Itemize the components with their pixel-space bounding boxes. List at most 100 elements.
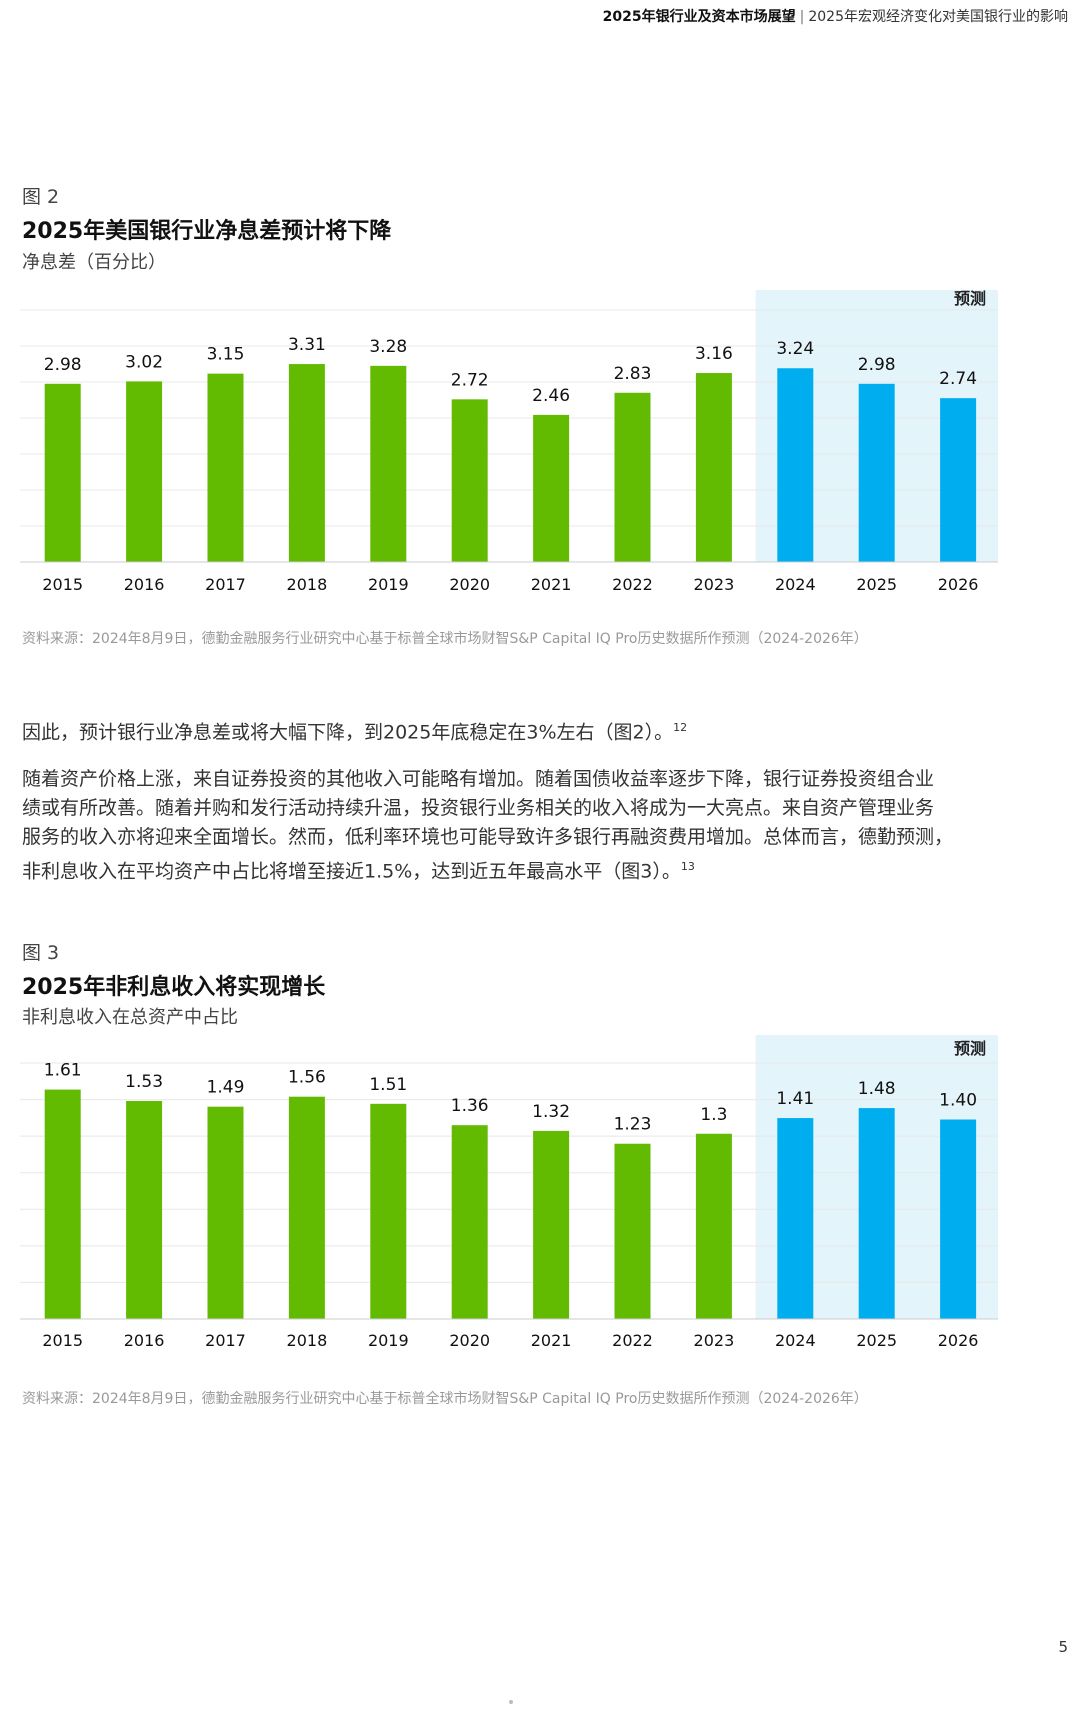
x-tick-2024: 2024 — [775, 575, 816, 594]
value-label-2016: 3.02 — [125, 352, 163, 372]
figure3-label: 图 3 — [22, 942, 60, 964]
x-tick-2023: 2023 — [694, 1331, 735, 1350]
x-tick-2025: 2025 — [856, 1331, 897, 1350]
paragraph-2-line-2: 绩或有所改善。随着并购和发行活动持续升温，投资银行业务相关的收入将成为一大亮点。… — [22, 797, 935, 819]
value-label-2024: 3.24 — [776, 339, 814, 359]
bar-2024 — [777, 368, 814, 562]
page-header: 2025年银行业及资本市场展望 | 2025年宏观经济变化对美国银行业的影响 — [603, 6, 1068, 26]
figure3-chart: 预测 1.61 2015 1.53 2016 1.49 2017 1.56 2018 1.51 20… — [0, 1035, 1080, 1365]
forecast-label: 预测 — [954, 1039, 986, 1058]
value-label-2017: 3.15 — [207, 345, 245, 365]
bar-2026 — [940, 1119, 977, 1319]
x-tick-2015: 2015 — [42, 1331, 83, 1350]
value-label-2022: 2.83 — [614, 364, 652, 384]
value-label-2026: 1.40 — [939, 1091, 977, 1111]
bar-2022 — [614, 1143, 651, 1319]
header-separator: | — [799, 9, 805, 25]
x-tick-2022: 2022 — [612, 575, 653, 594]
x-tick-2024: 2024 — [775, 1331, 816, 1350]
value-label-2021: 2.46 — [532, 386, 570, 406]
footnote-13: 13 — [680, 860, 695, 873]
footnote-12: 12 — [673, 721, 688, 734]
bar-2023 — [695, 1133, 732, 1319]
bar-2017 — [207, 1106, 244, 1319]
forecast-label: 预测 — [954, 290, 986, 308]
bar-2021 — [533, 414, 570, 562]
x-tick-2016: 2016 — [124, 1331, 165, 1350]
x-tick-2022: 2022 — [612, 1331, 653, 1350]
bar-2017 — [207, 373, 244, 562]
x-tick-2017: 2017 — [205, 1331, 246, 1350]
value-label-2016: 1.53 — [125, 1072, 163, 1092]
paragraph-2-line-1: 随着资产价格上涨，来自证券投资的其他收入可能略有增加。随着国债收益率逐步下降，银… — [22, 768, 935, 790]
page-indicator-dot — [509, 1700, 513, 1704]
bar-2023 — [695, 373, 732, 562]
figure2-subtitle: 净息差（百分比） — [22, 252, 166, 273]
bar-2018 — [288, 1096, 325, 1319]
x-tick-2018: 2018 — [287, 1331, 328, 1350]
value-label-2025: 2.98 — [858, 355, 896, 375]
value-label-2020: 1.36 — [451, 1096, 489, 1116]
x-tick-2021: 2021 — [531, 1331, 572, 1350]
value-label-2018: 1.56 — [288, 1068, 326, 1088]
x-tick-2026: 2026 — [938, 575, 979, 594]
bar-2021 — [533, 1130, 570, 1319]
value-label-2021: 1.32 — [532, 1102, 570, 1122]
value-label-2015: 1.61 — [44, 1061, 82, 1081]
section-title: 2025年宏观经济变化对美国银行业的影响 — [808, 9, 1068, 25]
x-tick-2018: 2018 — [287, 575, 328, 594]
x-tick-2020: 2020 — [449, 1331, 490, 1350]
x-tick-2019: 2019 — [368, 575, 409, 594]
bar-2015 — [44, 383, 81, 562]
value-label-2022: 1.23 — [614, 1115, 652, 1135]
figure2-title: 2025年美国银行业净息差预计将下降 — [22, 219, 392, 244]
bar-2019 — [370, 365, 407, 562]
value-label-2019: 3.28 — [369, 337, 407, 357]
value-label-2026: 2.74 — [939, 369, 977, 389]
figure3-source: 资料来源：2024年8月9日，德勤金融服务行业研究中心基于标普全球市场财智S&P… — [22, 1391, 868, 1407]
value-label-2023: 3.16 — [695, 344, 733, 364]
report-title: 2025年银行业及资本市场展望 — [602, 9, 796, 25]
value-label-2018: 3.31 — [288, 335, 326, 355]
bar-2016 — [126, 1100, 163, 1319]
figure3-title: 2025年非利息收入将实现增长 — [22, 975, 326, 1000]
x-tick-2017: 2017 — [205, 575, 246, 594]
paragraph-1: 因此，预计银行业净息差或将大幅下降，到2025年底稳定在3%左右（图2）。12 — [22, 713, 1022, 747]
bar-2024 — [777, 1118, 814, 1319]
value-label-2025: 1.48 — [858, 1079, 896, 1099]
x-tick-2021: 2021 — [531, 575, 572, 594]
x-tick-2019: 2019 — [368, 1331, 409, 1350]
value-label-2019: 1.51 — [369, 1075, 407, 1095]
x-tick-2026: 2026 — [938, 1331, 979, 1350]
figure3-chart-svg: 预测 1.61 2015 1.53 2016 1.49 2017 1.56 2018 1.51 20… — [20, 1035, 998, 1350]
value-label-2015: 2.98 — [44, 355, 82, 375]
value-label-2017: 1.49 — [207, 1078, 245, 1098]
x-tick-2023: 2023 — [694, 575, 735, 594]
bar-2019 — [370, 1103, 407, 1319]
x-tick-2025: 2025 — [856, 575, 897, 594]
bar-2026 — [940, 398, 977, 562]
bar-2016 — [126, 381, 163, 562]
x-tick-2020: 2020 — [449, 575, 490, 594]
x-tick-2016: 2016 — [124, 575, 165, 594]
bar-2018 — [288, 364, 325, 562]
bar-2025 — [858, 1108, 895, 1319]
figure2-label: 图 2 — [22, 186, 60, 208]
bar-2025 — [858, 383, 895, 562]
figure3-subtitle: 非利息收入在总资产中占比 — [22, 1007, 238, 1028]
value-label-2020: 2.72 — [451, 370, 489, 390]
figure2-chart-svg: 预测 2.98 2015 3.02 2016 3.15 2017 3.31 2018 3.28 20… — [20, 290, 998, 594]
figure2-source: 资料来源：2024年8月9日，德勤金融服务行业研究中心基于标普全球市场财智S&P… — [22, 631, 868, 647]
x-tick-2015: 2015 — [42, 575, 83, 594]
value-label-2024: 1.41 — [776, 1089, 814, 1109]
bar-2022 — [614, 392, 651, 562]
figure2-chart: 预测 2.98 2015 3.02 2016 3.15 2017 3.31 2018 3.28 20… — [0, 290, 1080, 610]
paragraph-2-line-4: 非利息收入在平均资产中占比将增至接近1.5%，达到近五年最高水平（图3）。 — [22, 860, 681, 883]
page-number: 5 — [1058, 1638, 1068, 1656]
paragraph-1-text: 因此，预计银行业净息差或将大幅下降，到2025年底稳定在3%左右（图2）。 — [22, 721, 674, 744]
bar-2015 — [44, 1089, 81, 1319]
paragraph-2: 随着资产价格上涨，来自证券投资的其他收入可能略有增加。随着国债收益率逐步下降，银… — [22, 765, 1022, 886]
bar-2020 — [451, 399, 488, 562]
paragraph-2-line-3: 服务的收入亦将迎来全面增长。然而，低利率环境也可能导致许多银行再融资费用增加。总… — [22, 826, 954, 848]
value-label-2023: 1.3 — [700, 1105, 727, 1125]
